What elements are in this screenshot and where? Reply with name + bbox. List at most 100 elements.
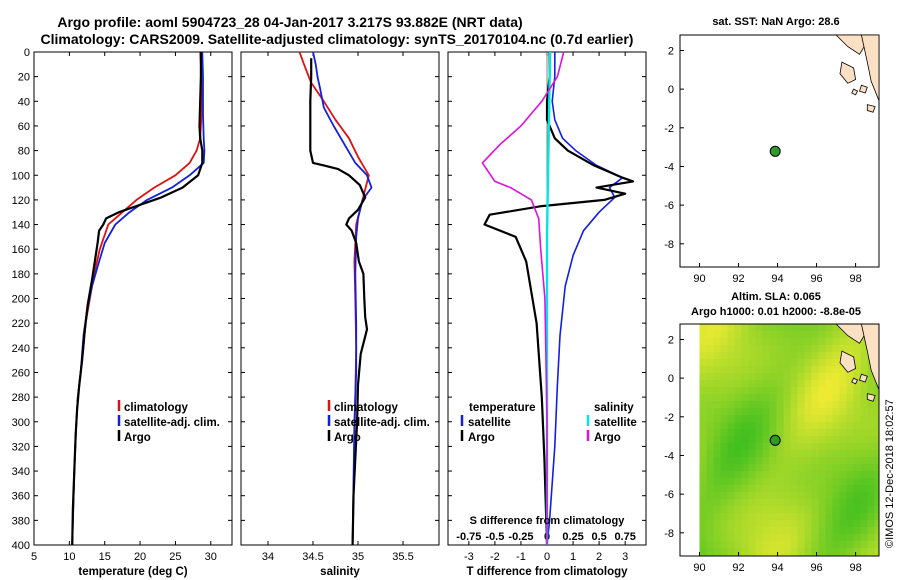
sla-field-cell <box>797 513 806 521</box>
sla-field-cell <box>706 422 715 430</box>
sla-field-cell <box>748 471 757 479</box>
sla-field-cell <box>741 380 750 388</box>
depth-tick-label: 20 <box>18 72 30 84</box>
sla-field-cell <box>811 422 820 430</box>
sla-field-cell <box>825 457 834 465</box>
series-line-argo <box>309 58 369 546</box>
sla-field-cell <box>727 513 736 521</box>
sla-field-cell <box>811 415 820 423</box>
sla-field-cell <box>783 485 792 493</box>
sla-field-cell <box>867 534 876 542</box>
sla-field-cell <box>853 401 862 409</box>
sla-field-cell <box>804 324 813 332</box>
sla-field-cell <box>706 527 715 535</box>
sla-field-cell <box>769 373 778 381</box>
sla-field-cell <box>832 513 841 521</box>
depth-tick-label: 180 <box>12 269 30 281</box>
sla-field-cell <box>755 422 764 430</box>
sla-field-cell <box>699 471 708 479</box>
sla-field-cell <box>783 345 792 353</box>
sla-field-cell <box>790 422 799 430</box>
sla-field-cell <box>776 534 785 542</box>
sla-field-cell <box>720 471 729 479</box>
sla-field-cell <box>832 506 841 514</box>
sla-field-cell <box>748 387 757 395</box>
sla-field-cell <box>769 534 778 542</box>
sla-field-cell <box>769 401 778 409</box>
sla-field-cell <box>699 324 708 332</box>
sla-field-cell <box>776 471 785 479</box>
sla-field-cell <box>699 457 708 465</box>
island-shape <box>858 373 868 383</box>
sla-field-cell <box>790 492 799 500</box>
sla-field-cell <box>825 331 834 339</box>
sla-field-cell <box>874 534 879 542</box>
depth-tick-label: 0 <box>24 47 30 59</box>
sla-field-cell <box>874 387 879 395</box>
sla-field-cell <box>741 548 750 556</box>
sla-field-cell <box>860 338 869 346</box>
sla-field-cell <box>832 471 841 479</box>
sla-field-cell <box>818 436 827 444</box>
sla-field-cell <box>867 415 876 423</box>
sla-field-cell <box>748 527 757 535</box>
sla-field-cell <box>713 380 722 388</box>
sla-field-cell <box>790 359 799 367</box>
sla-field-cell <box>769 485 778 493</box>
sla-field-cell <box>804 429 813 437</box>
legend-climatology-label: climatology <box>334 402 399 414</box>
sla-field-cell <box>832 457 841 465</box>
sla-field-cell <box>713 394 722 402</box>
x-tick-label: 0 <box>544 551 550 563</box>
sla-field-cell <box>769 387 778 395</box>
sla-field-cell <box>832 415 841 423</box>
sla-field-cell <box>706 415 715 423</box>
sla-field-cell <box>825 352 834 360</box>
sla-field-cell <box>790 436 799 444</box>
sla-field-cell <box>825 422 834 430</box>
sla-field-cell <box>755 366 764 374</box>
sla-field-cell <box>727 408 736 416</box>
sla-field-cell <box>769 380 778 388</box>
sla-field-cell <box>706 324 715 332</box>
sla-field-cell <box>769 324 778 332</box>
x-tick-label: 25 <box>169 551 181 563</box>
sla-field-cell <box>706 429 715 437</box>
sla-field-cell <box>874 443 879 451</box>
sla-field-cell <box>748 338 757 346</box>
sla-field-cell <box>783 401 792 409</box>
depth-tick-label: 400 <box>12 540 30 552</box>
sla-field-cell <box>839 373 848 381</box>
sla-field-cell <box>867 478 876 486</box>
sla-field-cell <box>811 352 820 360</box>
sla-map-land <box>835 324 879 402</box>
sla-field-cell <box>776 506 785 514</box>
sla-field-cell <box>860 471 869 479</box>
sla-field-cell <box>769 499 778 507</box>
sla-field-cell <box>720 345 729 353</box>
sla-field-cell <box>734 429 743 437</box>
sla-field-cell <box>860 429 869 437</box>
lon-tick-label: 98 <box>849 273 861 285</box>
sla-field-cell <box>874 485 879 493</box>
sla-field-cell <box>797 436 806 444</box>
sla-field-cell <box>790 429 799 437</box>
sla-field-cell <box>734 345 743 353</box>
sla-field-cell <box>860 443 869 451</box>
depth-tick-label: 380 <box>12 515 30 527</box>
sla-field-cell <box>769 520 778 528</box>
sla-field-cell <box>769 394 778 402</box>
sla-field-cell <box>853 457 862 465</box>
sla-field-cell <box>748 534 757 542</box>
sla-field-cell <box>853 366 862 374</box>
sla-field-cell <box>706 492 715 500</box>
sla-field-cell <box>720 457 729 465</box>
sla-field-cell <box>832 331 841 339</box>
sla-field-cell <box>790 394 799 402</box>
sla-field-cell <box>699 492 708 500</box>
sla-field-cell <box>783 408 792 416</box>
sla-field-cell <box>783 541 792 549</box>
sla-field-cell <box>748 394 757 402</box>
sla-field-cell <box>874 450 879 458</box>
